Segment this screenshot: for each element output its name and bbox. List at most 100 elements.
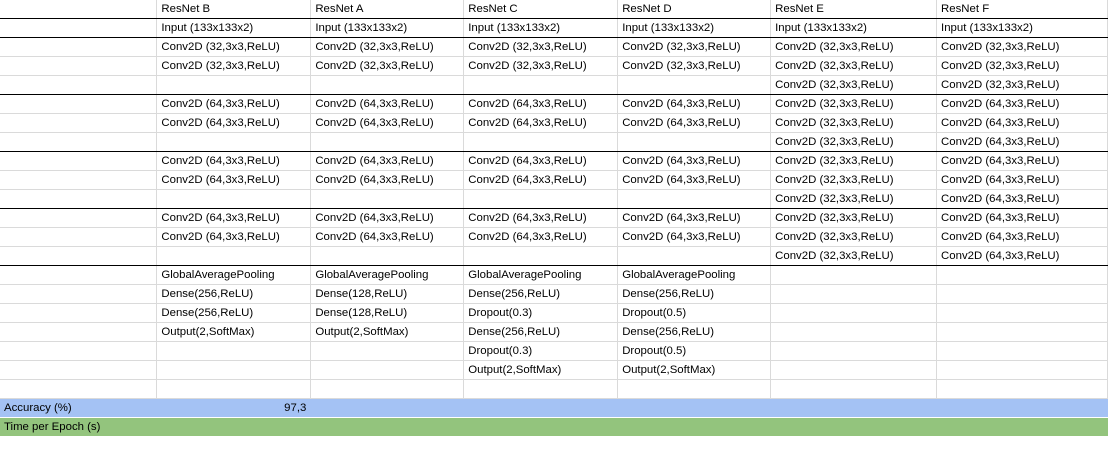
table-cell[interactable] (936, 379, 1108, 399)
table-cell[interactable]: Dense(256,ReLU) (463, 322, 619, 342)
table-cell[interactable] (0, 246, 158, 266)
table-cell[interactable] (463, 398, 619, 418)
table-cell[interactable] (0, 75, 158, 95)
table-cell[interactable] (770, 341, 938, 361)
table-cell[interactable]: Conv2D (64,3x3,ReLU) (310, 94, 465, 114)
table-cell[interactable] (310, 360, 465, 380)
table-cell[interactable]: Conv2D (32,3x3,ReLU) (617, 56, 772, 76)
table-cell[interactable]: Input (133x133x2) (936, 18, 1108, 38)
table-cell[interactable] (310, 246, 465, 266)
table-cell[interactable]: Conv2D (64,3x3,ReLU) (617, 94, 772, 114)
table-cell[interactable]: Conv2D (32,3x3,ReLU) (770, 94, 938, 114)
table-cell[interactable] (0, 265, 158, 285)
table-cell[interactable]: Dense(256,ReLU) (463, 284, 619, 304)
table-cell[interactable] (463, 75, 619, 95)
table-cell[interactable] (770, 322, 938, 342)
table-cell[interactable]: Conv2D (32,3x3,ReLU) (770, 56, 938, 76)
table-cell[interactable] (936, 303, 1108, 323)
table-cell[interactable]: Conv2D (64,3x3,ReLU) (936, 246, 1108, 266)
table-cell[interactable]: Dense(128,ReLU) (310, 284, 465, 304)
table-cell[interactable] (0, 322, 158, 342)
table-cell[interactable] (0, 189, 158, 209)
table-cell[interactable]: Conv2D (64,3x3,ReLU) (617, 227, 772, 247)
table-cell[interactable] (617, 417, 772, 437)
table-cell[interactable] (0, 151, 158, 171)
table-cell[interactable] (617, 379, 772, 399)
table-cell[interactable] (0, 37, 158, 57)
table-cell[interactable] (156, 341, 312, 361)
header-cell[interactable]: ResNet F (936, 0, 1108, 19)
table-cell[interactable]: Conv2D (32,3x3,ReLU) (156, 56, 312, 76)
table-cell[interactable]: Conv2D (64,3x3,ReLU) (310, 227, 465, 247)
table-cell[interactable] (770, 284, 938, 304)
table-cell[interactable] (770, 417, 938, 437)
table-cell[interactable]: Input (133x133x2) (156, 18, 312, 38)
table-cell[interactable]: Conv2D (32,3x3,ReLU) (770, 227, 938, 247)
table-cell[interactable] (617, 132, 772, 152)
table-cell[interactable] (770, 379, 938, 399)
table-cell[interactable] (463, 132, 619, 152)
table-cell[interactable]: Conv2D (64,3x3,ReLU) (936, 113, 1108, 133)
table-cell[interactable] (0, 94, 158, 114)
table-cell[interactable] (156, 75, 312, 95)
table-cell[interactable] (770, 398, 938, 418)
table-cell[interactable]: Conv2D (64,3x3,ReLU) (310, 170, 465, 190)
table-cell[interactable]: Conv2D (64,3x3,ReLU) (310, 151, 465, 171)
table-cell[interactable] (936, 284, 1108, 304)
table-cell[interactable] (0, 227, 158, 247)
table-cell[interactable]: Dense(256,ReLU) (617, 322, 772, 342)
table-cell[interactable] (0, 360, 158, 380)
table-cell[interactable] (156, 132, 312, 152)
table-cell[interactable] (770, 265, 938, 285)
table-cell[interactable]: Input (133x133x2) (463, 18, 619, 38)
table-cell[interactable] (770, 360, 938, 380)
table-cell[interactable]: Conv2D (32,3x3,ReLU) (770, 37, 938, 57)
table-cell[interactable]: Conv2D (32,3x3,ReLU) (770, 246, 938, 266)
table-cell[interactable] (156, 379, 312, 399)
table-cell[interactable] (310, 398, 465, 418)
header-cell[interactable] (0, 0, 158, 19)
table-cell[interactable] (156, 360, 312, 380)
table-cell[interactable]: Conv2D (64,3x3,ReLU) (156, 170, 312, 190)
table-cell[interactable] (0, 341, 158, 361)
table-cell[interactable] (617, 189, 772, 209)
table-cell[interactable] (463, 379, 619, 399)
table-cell[interactable]: Conv2D (32,3x3,ReLU) (463, 37, 619, 57)
table-cell[interactable]: Conv2D (64,3x3,ReLU) (936, 151, 1108, 171)
table-cell[interactable] (936, 417, 1108, 437)
table-cell[interactable]: Conv2D (32,3x3,ReLU) (617, 37, 772, 57)
table-cell[interactable] (0, 284, 158, 304)
table-cell[interactable]: Input (133x133x2) (310, 18, 465, 38)
table-cell[interactable]: Conv2D (64,3x3,ReLU) (617, 170, 772, 190)
table-cell[interactable]: Output(2,SoftMax) (463, 360, 619, 380)
table-cell[interactable] (310, 417, 465, 437)
table-cell[interactable]: Conv2D (64,3x3,ReLU) (936, 170, 1108, 190)
table-cell[interactable]: Input (133x133x2) (617, 18, 772, 38)
table-cell[interactable]: Conv2D (64,3x3,ReLU) (156, 151, 312, 171)
table-cell[interactable] (310, 341, 465, 361)
table-cell[interactable]: Conv2D (32,3x3,ReLU) (463, 56, 619, 76)
table-cell[interactable]: Conv2D (64,3x3,ReLU) (936, 94, 1108, 114)
table-cell[interactable] (936, 360, 1108, 380)
table-cell[interactable]: Conv2D (64,3x3,ReLU) (463, 113, 619, 133)
table-cell[interactable]: Output(2,SoftMax) (156, 322, 312, 342)
table-cell[interactable] (0, 379, 158, 399)
table-cell[interactable] (0, 132, 158, 152)
table-cell[interactable]: Conv2D (32,3x3,ReLU) (770, 75, 938, 95)
table-cell[interactable]: GlobalAveragePooling (617, 265, 772, 285)
table-cell[interactable] (310, 132, 465, 152)
table-cell[interactable]: Dense(256,ReLU) (617, 284, 772, 304)
table-cell[interactable] (0, 303, 158, 323)
header-cell[interactable]: ResNet E (770, 0, 938, 19)
table-cell[interactable] (936, 341, 1108, 361)
table-cell[interactable]: Conv2D (64,3x3,ReLU) (936, 189, 1108, 209)
table-cell[interactable]: GlobalAveragePooling (310, 265, 465, 285)
table-cell[interactable] (463, 246, 619, 266)
table-cell[interactable]: Conv2D (32,3x3,ReLU) (156, 37, 312, 57)
table-cell[interactable]: Conv2D (64,3x3,ReLU) (156, 113, 312, 133)
table-cell[interactable]: GlobalAveragePooling (463, 265, 619, 285)
table-cell[interactable]: Conv2D (64,3x3,ReLU) (463, 208, 619, 228)
header-cell[interactable]: ResNet A (310, 0, 465, 19)
table-cell[interactable] (936, 265, 1108, 285)
table-cell[interactable]: Conv2D (64,3x3,ReLU) (156, 94, 312, 114)
